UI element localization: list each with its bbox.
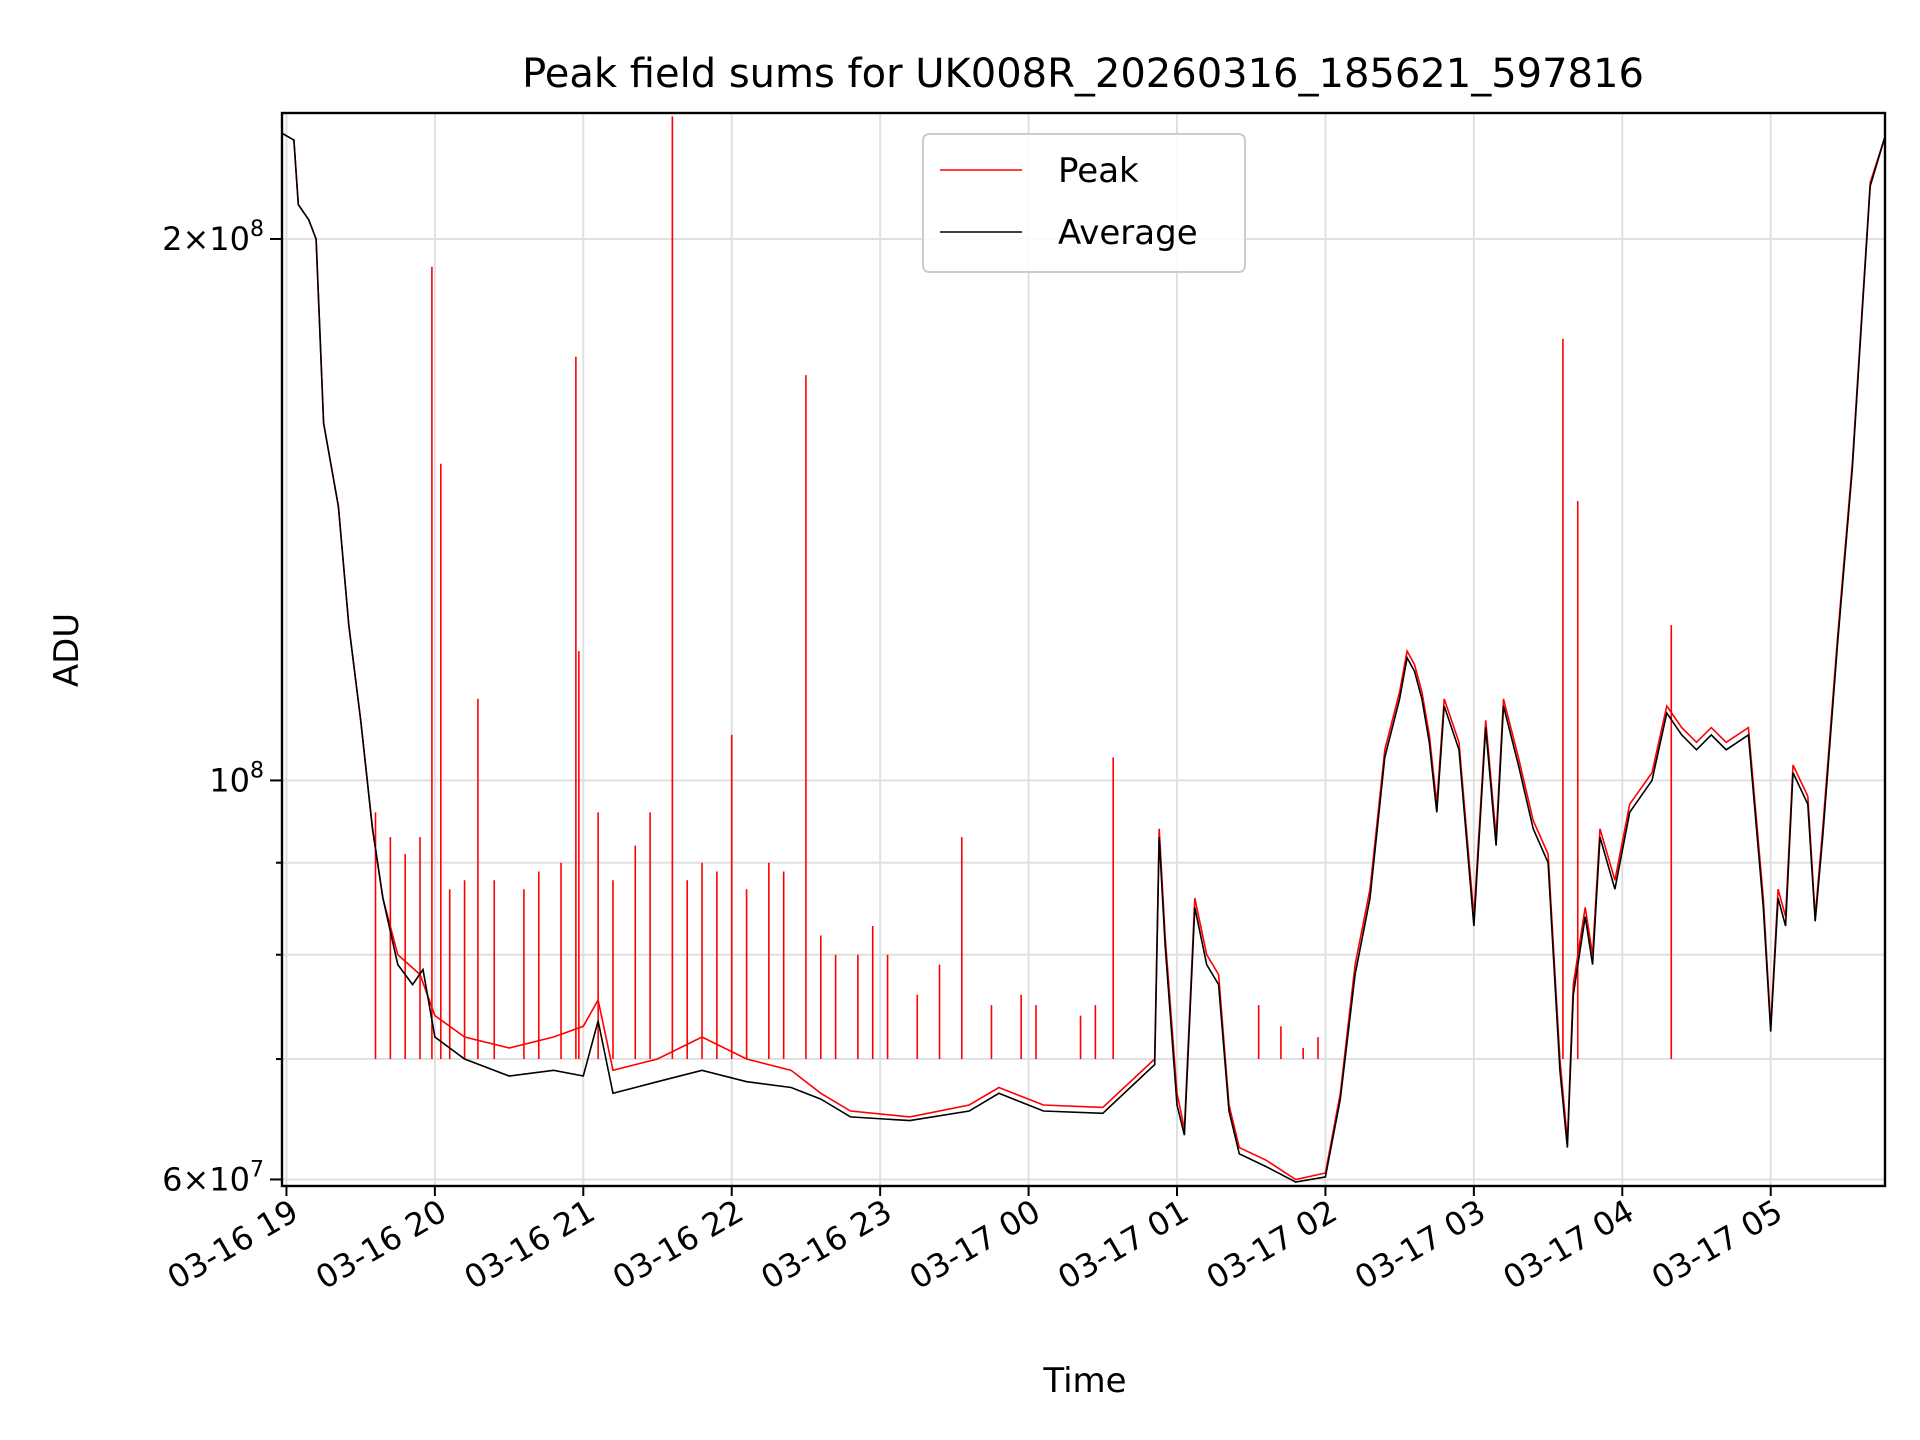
x-axis: 03-16 19 03-16 20 03-16 21 03-16 22 03-16 23… xyxy=(161,1186,1789,1297)
x-tick-label: 03-17 03 xyxy=(1348,1192,1492,1297)
x-tick-label: 03-16 20 xyxy=(309,1192,453,1297)
plot-frame xyxy=(280,111,1887,1188)
average-series-line xyxy=(281,132,1886,1183)
x-tick-label: 03-16 19 xyxy=(161,1192,305,1297)
y-axis: 6×107 108 2×108 xyxy=(162,217,282,1198)
legend-label-peak: Peak xyxy=(1058,151,1139,191)
legend-label-average: Average xyxy=(1058,213,1198,253)
y-tick-label: 108 xyxy=(209,758,264,799)
y-axis-label: ADU xyxy=(47,613,87,687)
y-tick-label: 6×107 xyxy=(162,1157,264,1198)
x-tick-label: 03-17 01 xyxy=(1051,1192,1195,1297)
x-tick-label: 03-16 22 xyxy=(606,1192,750,1297)
grid xyxy=(282,113,1885,1186)
chart-title: Peak field sums for UK008R_20260316_1856… xyxy=(522,51,1644,97)
x-tick-label: 03-17 00 xyxy=(903,1192,1047,1297)
x-tick-label: 03-17 02 xyxy=(1200,1192,1344,1297)
peak-series-line xyxy=(281,132,1886,1181)
x-tick-label: 03-16 23 xyxy=(755,1192,899,1297)
x-axis-label: Time xyxy=(1042,1361,1126,1401)
x-tick-label: 03-16 21 xyxy=(458,1192,602,1297)
y-tick-label: 2×108 xyxy=(162,217,264,258)
series-layer xyxy=(281,116,1886,1183)
legend: Peak Average xyxy=(922,133,1246,273)
legend-box xyxy=(922,133,1246,273)
x-tick-label: 03-17 04 xyxy=(1497,1192,1641,1297)
x-tick-label: 03-17 05 xyxy=(1645,1192,1789,1297)
